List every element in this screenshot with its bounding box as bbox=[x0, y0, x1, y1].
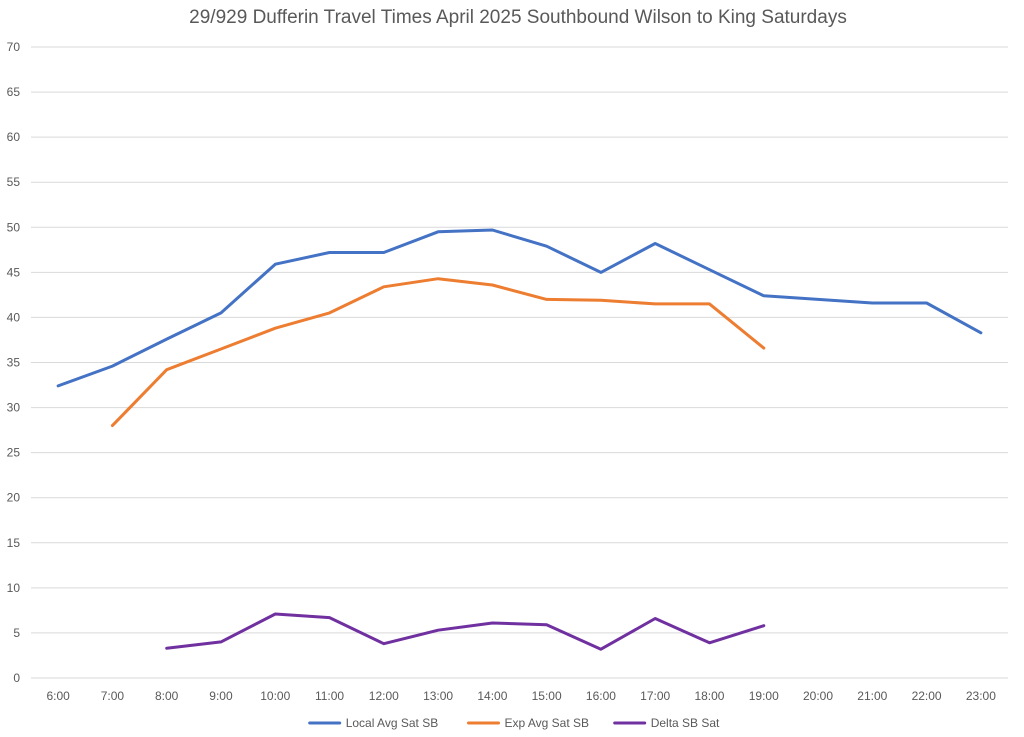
y-tick-label: 35 bbox=[7, 356, 21, 370]
y-tick-label: 20 bbox=[7, 491, 21, 505]
y-tick-label: 45 bbox=[7, 265, 21, 279]
x-tick-label: 17:00 bbox=[640, 689, 670, 703]
x-tick-label: 20:00 bbox=[803, 689, 833, 703]
y-axis-tick-labels: 0 5 10 15 20 25 30 35 40 45 50 55 60 65 70 bbox=[7, 40, 21, 685]
x-tick-label: 19:00 bbox=[749, 689, 779, 703]
series-line-1 bbox=[56, 228, 983, 388]
x-tick-label: 13:00 bbox=[423, 689, 453, 703]
x-tick-label: 21:00 bbox=[857, 689, 887, 703]
y-tick-label: 60 bbox=[7, 130, 21, 144]
x-tick-label: 9:00 bbox=[209, 689, 233, 703]
x-tick-label: 16:00 bbox=[586, 689, 616, 703]
legend-label: Exp Avg Sat SB bbox=[505, 716, 590, 730]
x-tick-label: 7:00 bbox=[101, 689, 125, 703]
x-tick-label: 14:00 bbox=[477, 689, 507, 703]
x-axis-tick-labels: 6:00 7:00 8:00 9:00 10:00 11:00 12:00 13:00 14:0… bbox=[46, 689, 996, 703]
y-tick-label: 5 bbox=[13, 626, 20, 640]
chart-title: 29/929 Dufferin Travel Times April 2025 … bbox=[189, 7, 847, 28]
x-tick-label: 10:00 bbox=[260, 689, 290, 703]
y-tick-label: 10 bbox=[7, 581, 21, 595]
x-tick-label: 22:00 bbox=[912, 689, 942, 703]
y-tick-label: 25 bbox=[7, 446, 21, 460]
series-lines bbox=[56, 228, 983, 651]
y-tick-label: 50 bbox=[7, 220, 21, 234]
legend-label: Delta SB Sat bbox=[651, 716, 720, 730]
x-tick-label: 12:00 bbox=[369, 689, 399, 703]
y-tick-label: 55 bbox=[7, 175, 21, 189]
series-line-2 bbox=[110, 277, 766, 428]
x-tick-label: 8:00 bbox=[155, 689, 179, 703]
y-tick-label: 0 bbox=[13, 671, 20, 685]
series-line-3 bbox=[165, 612, 766, 651]
y-tick-label: 15 bbox=[7, 536, 21, 550]
x-tick-label: 6:00 bbox=[46, 689, 70, 703]
x-tick-label: 11:00 bbox=[315, 689, 344, 703]
legend-label: Local Avg Sat SB bbox=[346, 716, 439, 730]
y-tick-label: 65 bbox=[7, 85, 21, 99]
legend: Local Avg Sat SB Exp Avg Sat SB Delta SB S… bbox=[308, 716, 720, 730]
y-tick-label: 30 bbox=[7, 401, 21, 415]
gridlines bbox=[31, 46, 1008, 679]
y-tick-label: 40 bbox=[7, 310, 21, 324]
x-tick-label: 23:00 bbox=[966, 689, 996, 703]
x-tick-label: 18:00 bbox=[694, 689, 724, 703]
x-tick-label: 15:00 bbox=[532, 689, 562, 703]
y-tick-label: 70 bbox=[7, 40, 21, 54]
